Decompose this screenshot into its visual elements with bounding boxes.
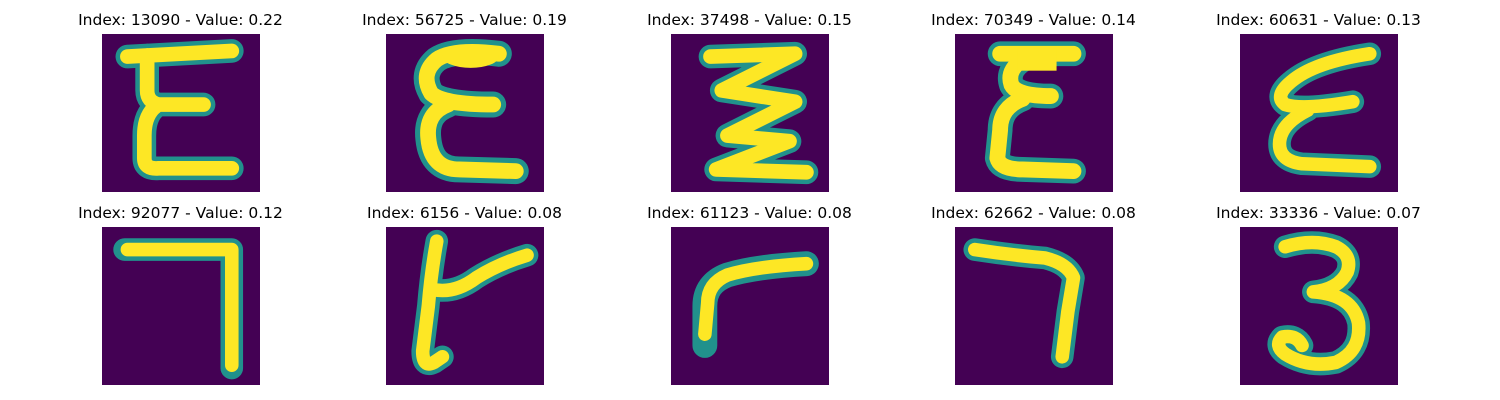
gamma-curve-glyph	[692, 251, 819, 358]
epsilon-glyph	[115, 39, 244, 181]
three-glyph	[1267, 231, 1371, 376]
y-shape-glyph	[411, 229, 539, 375]
epsilon-glyph	[984, 41, 1086, 184]
handwritten-glyph-image	[1240, 34, 1398, 192]
handwritten-glyph-image	[671, 227, 829, 385]
image-panel: Index: 92077 - Value: 0.12	[38, 193, 323, 385]
seven-glyph	[963, 238, 1085, 369]
handwritten-glyph-image	[102, 34, 260, 192]
panel-title: Index: 13090 - Value: 0.22	[78, 11, 283, 29]
zigzag-glyph	[698, 41, 819, 185]
handwritten-glyph-image	[386, 227, 544, 385]
image-panel: Index: 70349 - Value: 0.14	[891, 0, 1176, 192]
panel-title: Index: 61123 - Value: 0.08	[647, 204, 852, 222]
panel-title: Index: 70349 - Value: 0.14	[931, 11, 1136, 29]
image-panel: Index: 62662 - Value: 0.08	[891, 193, 1176, 385]
image-panel: Index: 33336 - Value: 0.07	[1176, 193, 1461, 385]
panel-title: Index: 62662 - Value: 0.08	[931, 204, 1136, 222]
epsilon-glyph	[413, 38, 529, 185]
image-panel: Index: 60631 - Value: 0.13	[1176, 0, 1461, 192]
handwritten-glyph-image	[955, 34, 1113, 192]
image-panel: Index: 56725 - Value: 0.19	[322, 0, 607, 192]
handwritten-glyph-image	[1240, 227, 1398, 385]
handwritten-glyph-image	[386, 34, 544, 192]
image-panel: Index: 37498 - Value: 0.15	[607, 0, 892, 192]
seven-glyph	[113, 238, 244, 380]
panel-title: Index: 33336 - Value: 0.07	[1216, 204, 1421, 222]
image-panel: Index: 13090 - Value: 0.22	[38, 0, 323, 192]
panel-title: Index: 60631 - Value: 0.13	[1216, 11, 1421, 29]
panel-title: Index: 56725 - Value: 0.19	[362, 11, 567, 29]
panel-title: Index: 37498 - Value: 0.15	[647, 11, 852, 29]
panel-title: Index: 6156 - Value: 0.08	[367, 204, 562, 222]
panel-title: Index: 92077 - Value: 0.12	[78, 204, 283, 222]
handwritten-glyph-image	[671, 34, 829, 192]
epsilon-slanted-glyph	[1268, 42, 1382, 178]
image-panel: Index: 6156 - Value: 0.08	[322, 193, 607, 385]
image-panel: Index: 61123 - Value: 0.08	[607, 193, 892, 385]
handwritten-glyph-image	[955, 227, 1113, 385]
handwritten-glyph-image	[102, 227, 260, 385]
